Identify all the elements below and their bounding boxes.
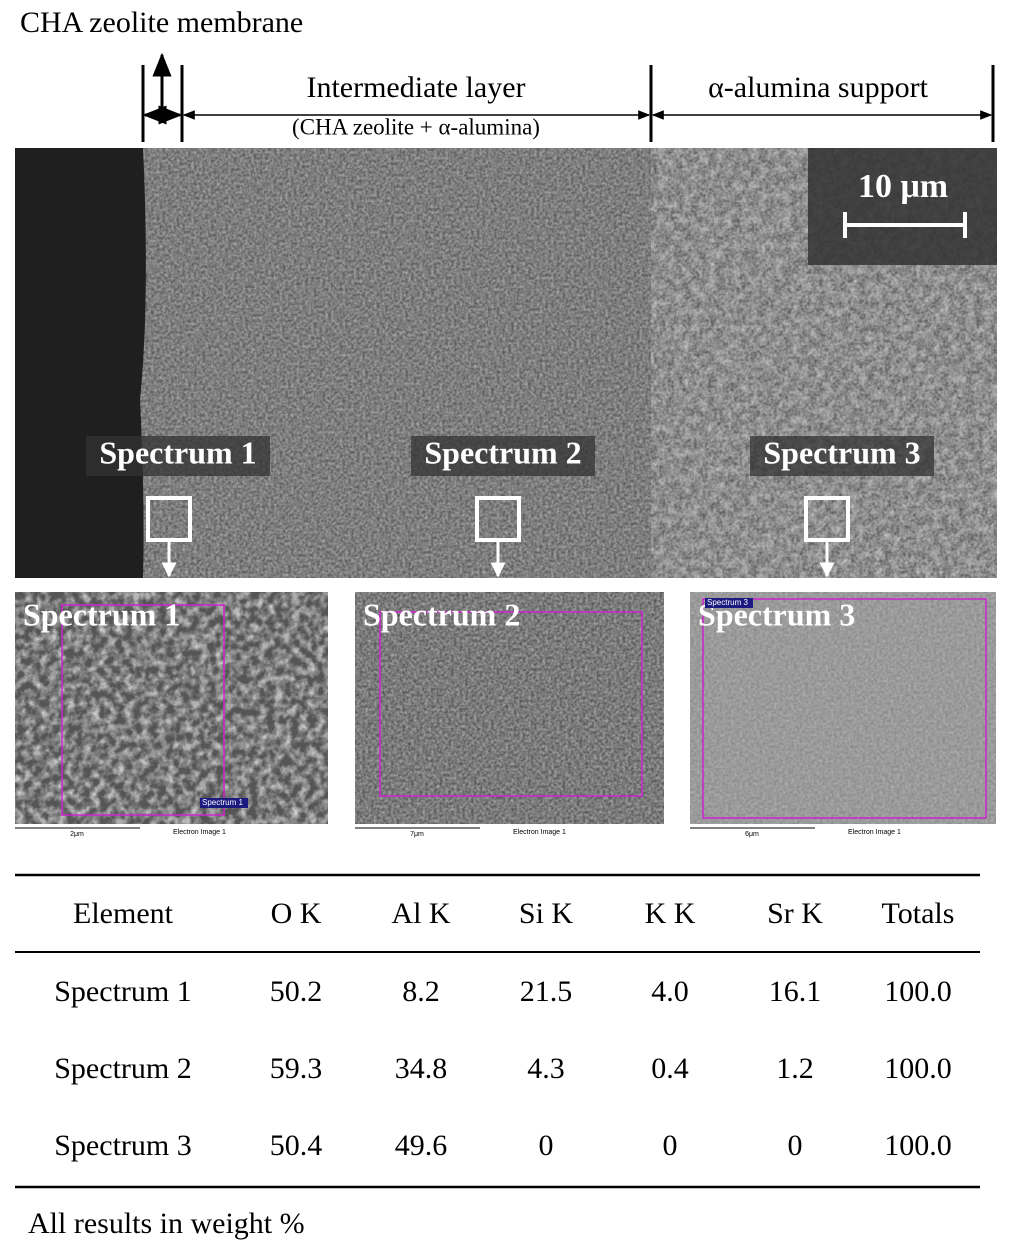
spectrum-label-bg [411, 436, 595, 476]
inset-label: Spectrum 2 [363, 596, 520, 632]
row-label: Spectrum 3 [54, 1129, 191, 1162]
intermediate-sub: (CHA zeolite + α-alumina) [292, 114, 540, 139]
intermediate-label: Intermediate layer [306, 71, 525, 104]
column-header: Al K [391, 897, 451, 930]
spectrum-label: Spectrum 3 [763, 434, 920, 470]
table-cell: 0 [663, 1129, 678, 1162]
inset-scale: 2μm [70, 831, 84, 838]
spectrum-label: Spectrum 1 [99, 434, 256, 470]
sem-image: 10 μm [15, 148, 997, 578]
analysis-region [702, 598, 987, 819]
spectrum-label-bg [86, 436, 270, 476]
table-cell: 4.0 [651, 975, 689, 1008]
column-header: K K [645, 897, 696, 930]
spectrum-label-bg [750, 436, 934, 476]
inset-texture [15, 592, 328, 824]
table-cell: 59.3 [270, 1052, 323, 1085]
layer-arrows [142, 52, 993, 125]
footnote: All results in weight % [28, 1207, 305, 1240]
row-label: Spectrum 2 [54, 1052, 191, 1085]
sem-void [15, 148, 146, 578]
column-header: O K [271, 897, 322, 930]
table: Element O K Al K Si K K K Sr K Totals Spectrum … [15, 873, 980, 1189]
table-cell: 49.6 [395, 1129, 448, 1162]
inset-caption: Electron Image 1 [848, 829, 901, 836]
table-cell: 100.0 [884, 1052, 952, 1085]
inset-caption: Electron Image 1 [173, 829, 226, 836]
column-header: Element [73, 897, 174, 930]
inset-caption: Electron Image 1 [513, 829, 566, 836]
analysis-region [61, 604, 225, 816]
scale-box [808, 148, 997, 265]
column-header: Sr K [767, 897, 823, 930]
table-cell: 8.2 [402, 975, 440, 1008]
inset-scale: 7μm [410, 831, 424, 838]
membrane-label: CHA zeolite membrane [20, 6, 303, 39]
column-header: Totals [882, 897, 955, 930]
support-label: α-alumina support [708, 71, 929, 104]
inset-scale: 6μm [745, 831, 759, 838]
spectrum-label: Spectrum 2 [424, 434, 581, 470]
table-cell: 1.2 [776, 1052, 814, 1085]
spectrum-markers: Spectrum 1 Spectrum 2 Spectrum 3 [86, 434, 934, 578]
table-cell: 34.8 [395, 1052, 448, 1085]
scale-bar [843, 212, 967, 238]
analysis-region [379, 611, 643, 797]
layer-dividers [141, 65, 995, 142]
table-cell: 100.0 [884, 1129, 952, 1162]
region-tag: Spectrum 1 [202, 798, 243, 807]
row-label: Spectrum 1 [54, 975, 191, 1008]
column-header: Si K [519, 897, 574, 930]
table-cell: 4.3 [527, 1052, 565, 1085]
region-tag: Spectrum 3 [707, 598, 748, 607]
table-cell: 50.4 [270, 1129, 323, 1162]
table-cell: 0 [539, 1129, 554, 1162]
table-cell: 21.5 [520, 975, 573, 1008]
inset-texture [355, 592, 664, 824]
table-cell: 0.4 [651, 1052, 689, 1085]
inset-texture [690, 592, 996, 824]
table-cell: 100.0 [884, 975, 952, 1008]
region-tag-bg [200, 798, 248, 808]
region-tag-bg [705, 598, 753, 608]
scale-label: 10 μm [858, 168, 948, 205]
table-cell: 0 [788, 1129, 803, 1162]
table-cell: 50.2 [270, 975, 323, 1008]
table-cell: 16.1 [769, 975, 822, 1008]
inset-label: Spectrum 1 [23, 596, 180, 632]
insets: Spectrum 1 Spectrum 1 2μm Electron Image 1 S… [15, 592, 996, 838]
